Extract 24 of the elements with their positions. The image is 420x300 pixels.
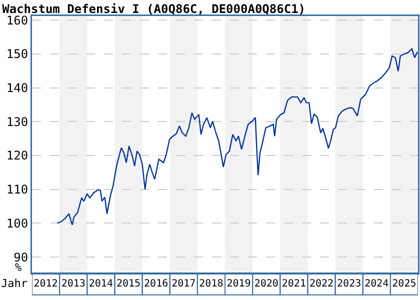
x-tick-label: 2023 [337,278,362,290]
x-tick-label: 2013 [61,278,86,290]
x-tick-label: 2012 [34,278,58,290]
x-axis-title: Jahr [1,277,28,290]
x-tick-label: 2014 [88,278,113,290]
y-tick-label: 160 [6,13,28,28]
x-tick-label: 2019 [226,278,251,290]
y-tick-label: 140 [6,80,28,95]
y-tick-label: 120 [6,148,28,163]
x-tick-label: 2021 [282,278,306,290]
y-tick-label: 130 [6,114,28,129]
y-tick-label: 100 [6,216,28,230]
x-tick-label: 2025 [392,278,416,290]
x-tick-label: 2020 [254,278,278,290]
x-tick-label: 2015 [116,278,141,290]
x-tick-label: 2016 [144,278,168,290]
y-tick-label: 150 [6,47,28,62]
x-tick-label: 2022 [309,278,334,290]
x-tick-label: 2017 [172,278,196,290]
line-series [56,48,418,226]
y-tick-label: 110 [6,182,28,197]
chart-title: Wachstum Defensiv I (A0Q86C, DE000A0Q86C1) [2,2,306,16]
x-tick-label: 2024 [364,278,389,290]
x-tick-label: 2018 [199,278,224,290]
